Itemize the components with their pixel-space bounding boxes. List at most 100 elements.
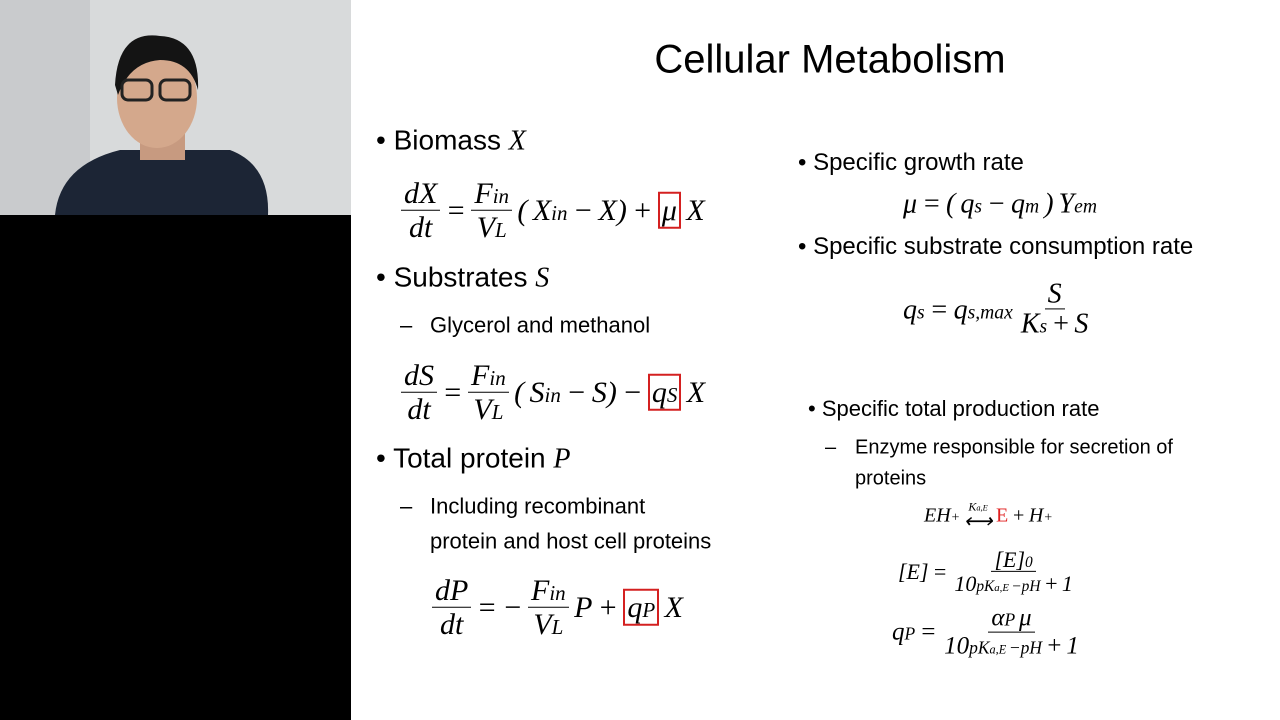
math-text: m: [1025, 196, 1040, 218]
script: [E] 0: [994, 548, 1032, 571]
bullet-symbol: P: [553, 443, 571, 475]
math-text: q: [953, 294, 968, 325]
math-text: L: [491, 399, 504, 424]
math-text: P: [574, 590, 593, 624]
math-text: in: [549, 580, 566, 605]
bullet: Total protein P: [376, 443, 571, 476]
script: q s,max: [954, 294, 1013, 326]
math-text: −: [566, 375, 587, 409]
equation: [E] = [E] 0 10 pK a,E −pH +1: [898, 548, 1076, 596]
math-text: α: [991, 604, 1005, 632]
math-text: K: [968, 499, 977, 514]
math-text: (: [517, 193, 528, 227]
bullet: Specific total production rate: [808, 396, 1100, 422]
math-text: +: [597, 590, 619, 624]
sub-bullet: Enzyme responsible for secretion of prote…: [825, 433, 1173, 495]
math-text: dX: [404, 176, 438, 210]
math-group: pK a,E −pH: [976, 577, 1041, 595]
math-text: F: [531, 573, 550, 607]
bullet-symbol: S: [535, 262, 550, 294]
math-text: =: [476, 590, 497, 624]
webcam-feed: [0, 0, 351, 720]
math-text: L: [495, 217, 507, 242]
denominator: 10 pK a,E −pH +1: [951, 570, 1076, 596]
math-text: Y: [1058, 188, 1075, 220]
math-text: 10: [944, 632, 970, 660]
script: 10 pK a,E −pH: [954, 571, 1041, 596]
bullet-text: Biomass: [393, 124, 501, 156]
math-text: P: [1004, 609, 1016, 630]
sub-bullet-line: proteins: [855, 467, 927, 490]
numerator: S: [1044, 279, 1065, 310]
math-text: q: [960, 188, 975, 220]
script: H +: [1029, 504, 1053, 527]
math-text: dt: [408, 210, 433, 244]
math-text: +: [950, 510, 961, 526]
script: EH +: [924, 504, 960, 527]
math-text: a,E: [989, 642, 1007, 657]
math-text: 1: [1066, 632, 1079, 660]
bullet-text: Specific growth rate: [813, 149, 1024, 176]
script: 10 pK a,E −pH: [944, 633, 1042, 661]
math-text: L: [551, 614, 564, 639]
sub-bullet-line: protein and host cell proteins: [430, 528, 712, 554]
math-text: =: [919, 619, 937, 646]
math-text: X: [532, 193, 552, 227]
math-text: +: [1043, 510, 1053, 526]
bullet-symbol: X: [508, 125, 526, 157]
superscript: pK a,E −pH: [976, 577, 1041, 595]
math-text: EH: [924, 504, 951, 527]
bullet-text: Specific total production rate: [821, 396, 1100, 421]
math-text: +: [1011, 504, 1026, 527]
math-text: in: [489, 365, 506, 390]
math-text: −: [987, 188, 1006, 220]
math-text: +: [1043, 570, 1059, 596]
bullet: Biomass X: [376, 125, 526, 158]
math-text: in: [544, 382, 561, 407]
denominator: 10 pK a,E −pH +1: [941, 633, 1082, 661]
math-text: E: [995, 504, 1009, 527]
math-text: F: [471, 358, 490, 392]
bullet: Specific growth rate: [798, 149, 1024, 177]
math-text: μ: [1018, 604, 1032, 632]
math-text: q: [903, 294, 917, 325]
denominator: dt: [406, 210, 435, 243]
math-text: s,max: [967, 302, 1013, 323]
math-text: em: [1074, 196, 1097, 218]
math-text: dt: [407, 392, 431, 426]
math-text: q: [892, 619, 905, 646]
bullet: Specific substrate consumption rate: [798, 233, 1193, 261]
math-text: q: [651, 376, 667, 409]
math-text: in: [551, 200, 568, 225]
math-text: a,E: [994, 581, 1009, 594]
fraction: dS dt: [401, 360, 437, 426]
superscript: pK a,E −pH: [969, 639, 1042, 657]
math-text: q: [1011, 188, 1025, 220]
math-text: in: [492, 183, 510, 208]
